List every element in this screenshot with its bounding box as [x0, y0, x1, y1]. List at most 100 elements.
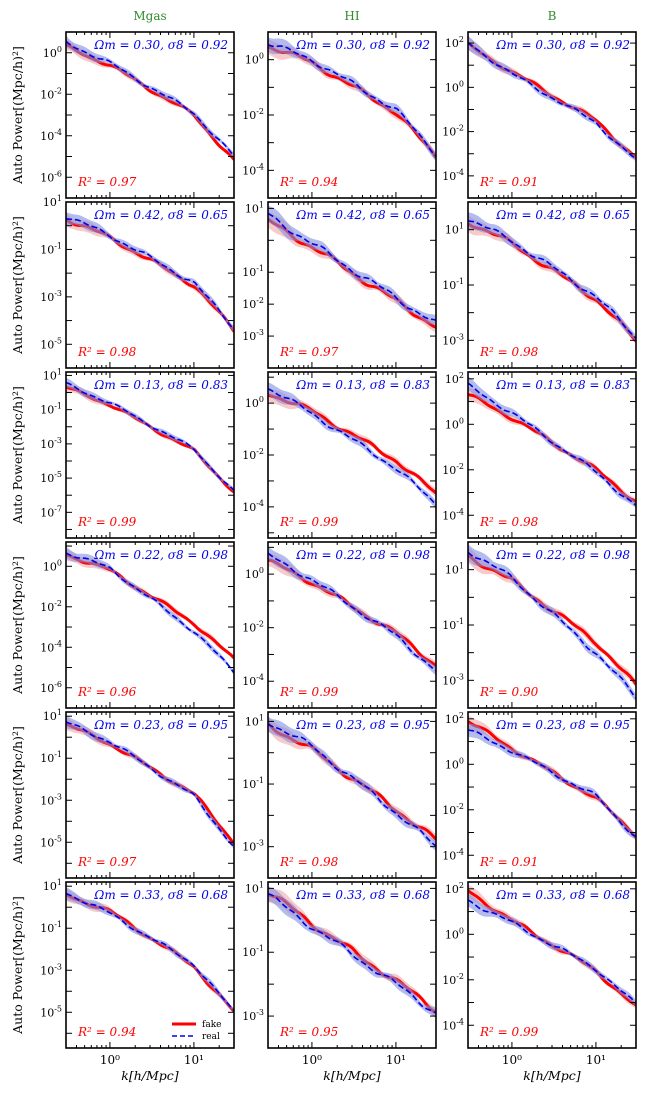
y-tick-base: 10: [442, 464, 456, 477]
series-line-real: [468, 551, 636, 699]
band-real: [468, 893, 636, 1007]
y-tick-label: 10-4: [242, 673, 264, 688]
y-tick-base: 10: [43, 196, 57, 209]
y-tick-base: 10: [43, 710, 57, 723]
y-tick-base: 10: [445, 81, 459, 94]
y-tick-label: 10-7: [40, 504, 62, 519]
y-tick-label: 102: [445, 371, 464, 386]
y-tick-exponent: -1: [54, 750, 62, 759]
panel-frame: [467, 31, 637, 199]
plot-area: [468, 714, 636, 841]
r2-annotation: R² = 0.94: [77, 1025, 136, 1039]
panel-frame: [467, 371, 637, 539]
plot-area: [268, 382, 436, 510]
r2-annotation: R² = 0.94: [279, 175, 338, 189]
y-tick-exponent: -3: [54, 962, 62, 971]
series-line-real: [66, 217, 234, 330]
param-annotation: Ωm = 0.42, σ8 = 0.65: [93, 208, 228, 222]
y-tick-label: 10-4: [40, 128, 62, 143]
y-tick-base: 10: [40, 130, 54, 143]
plot-area: [66, 546, 234, 676]
y-tick-exponent: -1: [256, 944, 264, 953]
param-annotation: Ωm = 0.30, σ8 = 0.92: [93, 38, 228, 52]
y-tick-label: 10-4: [442, 507, 464, 522]
y-tick-exponent: 0: [259, 395, 264, 404]
y-tick-base: 10: [442, 849, 456, 862]
series-line-real: [468, 382, 636, 507]
series-line-real: [268, 43, 436, 157]
y-tick-base: 10: [40, 404, 54, 417]
param-annotation: Ωm = 0.13, σ8 = 0.83: [93, 378, 228, 392]
r2-annotation: R² = 0.99: [279, 515, 339, 529]
y-tick-exponent: -4: [256, 162, 264, 171]
y-tick-label: 10-3: [40, 792, 62, 807]
y-tick-base: 10: [40, 243, 54, 256]
y-tick-base: 10: [445, 37, 459, 50]
y-tick-exponent: -5: [54, 336, 62, 345]
y-tick-base: 10: [245, 202, 259, 215]
band-fake: [268, 39, 436, 162]
y-tick-base: 10: [245, 882, 259, 895]
plot-area: [66, 211, 234, 335]
y-tick-base: 10: [442, 804, 456, 817]
y-tick-exponent: -3: [256, 328, 264, 337]
y-tick-label: 10-3: [242, 839, 264, 854]
param-annotation: Ωm = 0.22, σ8 = 0.98: [93, 548, 228, 562]
y-tick-exponent: 0: [459, 926, 464, 935]
x-tick-label: 10⁰: [100, 1053, 120, 1067]
band-real: [66, 546, 234, 676]
y-tick-exponent: -3: [456, 672, 464, 681]
y-tick-exponent: -2: [456, 462, 464, 471]
plot-area: [268, 37, 436, 162]
y-tick-label: 10-4: [242, 499, 264, 514]
y-tick-exponent: 0: [459, 416, 464, 425]
y-tick-exponent: -1: [54, 920, 62, 929]
y-tick-label: 10-3: [442, 672, 464, 687]
band-real: [268, 382, 436, 510]
y-tick-label: 101: [445, 222, 464, 237]
series-line-real: [468, 220, 636, 339]
y-tick-exponent: -3: [54, 436, 62, 445]
y-tick-label: 10-2: [242, 107, 264, 122]
param-annotation: Ωm = 0.30, σ8 = 0.92: [495, 38, 630, 52]
y-tick-label: 100: [445, 926, 464, 941]
param-annotation: Ωm = 0.22, σ8 = 0.98: [495, 548, 630, 562]
y-tick-base: 10: [242, 109, 256, 122]
y-tick-base: 10: [442, 674, 456, 687]
y-axis-label: Auto Power[(Mpc/h)²]: [10, 726, 25, 865]
y-tick-label: 10-2: [442, 462, 464, 477]
y-tick-label: 102: [445, 711, 464, 726]
y-tick-base: 10: [445, 373, 459, 386]
plot-area: [268, 205, 436, 333]
band-real: [66, 377, 234, 493]
y-tick-label: 10-4: [40, 639, 62, 654]
y-tick-base: 10: [245, 54, 259, 67]
y-tick-exponent: 2: [459, 35, 464, 44]
y-tick-label: 10-2: [442, 802, 464, 817]
y-tick-base: 10: [40, 506, 54, 519]
param-annotation: Ωm = 0.30, σ8 = 0.92: [295, 38, 430, 52]
plot-area: [468, 376, 636, 509]
param-annotation: Ωm = 0.13, σ8 = 0.83: [495, 378, 630, 392]
y-tick-label: 100: [445, 756, 464, 771]
y-tick-base: 10: [442, 1019, 456, 1032]
y-tick-base: 10: [43, 369, 57, 382]
y-tick-exponent: -3: [456, 332, 464, 341]
r2-annotation: R² = 0.99: [77, 515, 137, 529]
y-tick-exponent: -4: [256, 499, 264, 508]
band-real: [468, 212, 636, 342]
param-annotation: Ωm = 0.33, σ8 = 0.68: [495, 888, 630, 902]
y-tick-base: 10: [40, 752, 54, 765]
x-tick-label: 10¹: [386, 1053, 406, 1067]
y-tick-base: 10: [442, 279, 456, 292]
x-tick-label: 10¹: [586, 1053, 606, 1067]
y-tick-label: 10-1: [40, 402, 62, 417]
series-line-real: [268, 723, 436, 847]
y-tick-exponent: -4: [456, 168, 464, 177]
